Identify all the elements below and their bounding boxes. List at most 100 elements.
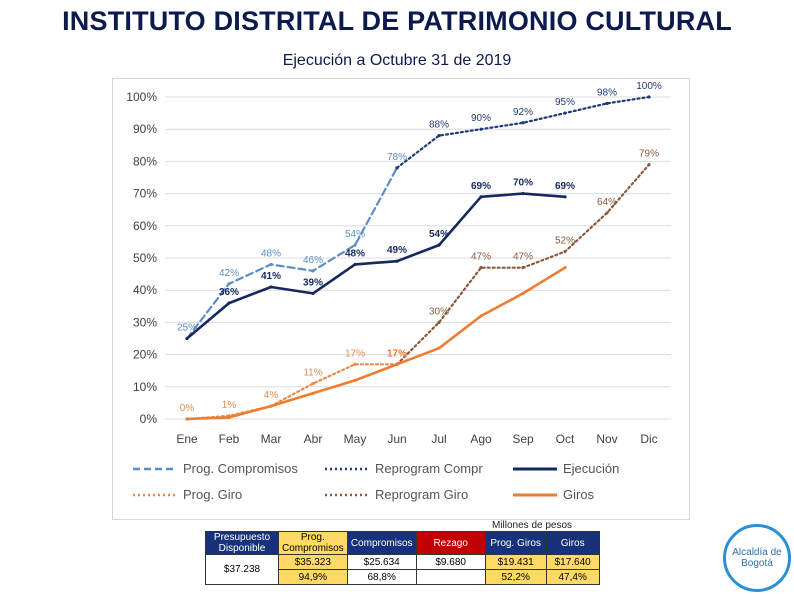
- x-tick-label: Ago: [470, 432, 492, 446]
- series-line-prog_giro: [185, 363, 399, 421]
- legend-label-giros: Giros: [563, 487, 595, 502]
- data-point-reprogram_giro: [647, 163, 651, 167]
- data-label-reprogram_compr: 88%: [429, 120, 449, 131]
- data-point-giros: [269, 404, 273, 408]
- data-point-reprogram_compr: [395, 166, 399, 170]
- series-line-prog_compromisos: [185, 166, 399, 340]
- x-tick-label: Feb: [219, 432, 240, 446]
- data-label-prog_compromisos: 48%: [261, 248, 281, 259]
- cell-prog-compromisos-pct: 94,9%: [278, 569, 348, 585]
- series-line-ejecucion: [185, 192, 567, 340]
- data-point-giros: [479, 314, 483, 318]
- legend-label-prog_giro: Prog. Giro: [183, 487, 242, 502]
- legend-label-prog_compromisos: Prog. Compromisos: [183, 461, 298, 476]
- data-point-giros: [395, 362, 399, 366]
- data-point-reprogram_compr: [521, 121, 525, 125]
- x-tick-label: Dic: [640, 432, 657, 446]
- y-tick-label: 80%: [133, 154, 157, 168]
- data-point-giros: [185, 417, 189, 421]
- y-tick-label: 60%: [133, 219, 157, 233]
- cell-compromisos-value: $25.634: [346, 554, 417, 570]
- data-point-ejecucion: [479, 195, 483, 199]
- alcaldia-bogota-logo: Alcaldía de Bogotá: [723, 524, 791, 592]
- legend-label-reprogram_compr: Reprogram Compr: [375, 461, 483, 476]
- header-giros: Giros: [545, 531, 600, 555]
- header-prog-giros: Prog. Giros: [484, 531, 547, 555]
- y-tick-label: 100%: [126, 90, 157, 104]
- x-tick-label: Mar: [261, 432, 282, 446]
- logo-text-line1: Alcaldía de: [732, 547, 782, 558]
- data-point-prog_compromisos: [269, 262, 273, 267]
- data-label-prog_compromisos: 42%: [219, 268, 239, 279]
- data-label-reprogram_giro: 64%: [597, 197, 617, 208]
- data-point-ejecucion: [269, 285, 273, 289]
- data-point-giros: [437, 346, 441, 350]
- chart-frame: 0% 10% 20% 30% 40% 50% 60% 70% 80% 90% 100% Ene Feb…: [112, 78, 690, 520]
- cell-giros-pct: 47,4%: [545, 569, 600, 585]
- data-point-reprogram_giro: [437, 320, 441, 324]
- page-subtitle: Ejecución a Octubre 31 de 2019: [282, 52, 512, 69]
- data-label-reprogram_compr: 90%: [471, 113, 491, 124]
- series-line-giros: [185, 266, 567, 421]
- data-label-prog_giro: 0%: [180, 403, 195, 414]
- data-label-prog_giro: 11%: [303, 368, 322, 379]
- data-point-giros: [311, 391, 315, 395]
- data-label-prog_giro: 1%: [222, 400, 237, 411]
- data-point-ejecucion: [563, 195, 567, 199]
- x-tick-label: Ene: [176, 432, 198, 446]
- y-tick-label: 10%: [133, 380, 157, 394]
- header-prog-compromisos: Prog. Compromisos: [278, 531, 348, 555]
- data-point-ejecucion: [185, 336, 189, 341]
- cell-rezago-value: $9.680: [415, 554, 486, 570]
- data-label-ejecucion: 49%: [387, 245, 407, 256]
- data-label-reprogram_giro: 47%: [471, 252, 491, 263]
- data-point-giros: [563, 266, 567, 270]
- data-point-reprogram_compr: [563, 111, 567, 115]
- data-label-prog_compromisos: 54%: [345, 229, 365, 240]
- header-compromisos: Compromisos: [346, 531, 417, 555]
- data-label-ejecucion: 69%: [555, 181, 575, 192]
- x-tick-label: Jun: [387, 432, 406, 446]
- data-label-reprogram_giro: 79%: [639, 149, 659, 160]
- cell-compromisos-pct: 68,8%: [346, 569, 417, 585]
- y-tick-label: 90%: [133, 122, 157, 136]
- data-point-reprogram_giro: [563, 249, 567, 254]
- y-tick-label: 20%: [133, 348, 157, 362]
- data-point-prog_compromisos: [311, 269, 315, 273]
- data-label-ejecucion: 54%: [429, 229, 449, 240]
- data-label-ejecucion: 69%: [471, 181, 491, 192]
- data-point-ejecucion: [437, 243, 441, 247]
- x-tick-label: May: [344, 432, 367, 446]
- data-point-prog_compromisos: [353, 243, 357, 247]
- y-tick-label: 40%: [133, 283, 157, 297]
- data-label-prog_compromisos: 46%: [303, 255, 323, 266]
- data-point-ejecucion: [353, 262, 357, 267]
- data-label-prog_giro: 17%: [387, 348, 407, 359]
- data-label-ejecucion: 70%: [513, 178, 533, 189]
- data-point-giros: [353, 378, 357, 382]
- data-point-giros: [521, 291, 525, 296]
- x-tick-label: Abr: [304, 432, 323, 446]
- cell-prog-compromisos-value: $35.323: [278, 554, 348, 570]
- data-label-reprogram_giro: 52%: [555, 236, 575, 247]
- data-label-reprogram_compr: 100%: [636, 81, 662, 92]
- logo-text-line2: Bogotá: [741, 558, 773, 569]
- data-point-reprogram_giro: [479, 266, 483, 270]
- data-point-prog_giro: [353, 362, 357, 366]
- data-label-ejecucion: 41%: [261, 271, 281, 282]
- summary-values-row: $37.238 $35.323 $25.634 $9.680 $19.431 $…: [205, 554, 600, 585]
- y-tick-label: 50%: [133, 251, 157, 265]
- cell-rezago-pct: [415, 569, 486, 585]
- units-note: Millones de pesos: [492, 520, 573, 531]
- data-point-ejecucion: [395, 259, 399, 263]
- data-point-reprogram_compr: [479, 127, 483, 131]
- header-rezago: Rezago: [415, 531, 486, 555]
- cell-prog-giros-value: $19.431: [484, 554, 547, 570]
- y-tick-label: 70%: [133, 187, 157, 201]
- data-point-reprogram_giro: [605, 211, 609, 215]
- data-label-giros: 17%: [387, 348, 407, 359]
- data-label-ejecucion: 36%: [219, 287, 239, 298]
- data-label-prog_giro: 17%: [345, 348, 365, 359]
- x-tick-label: Oct: [556, 432, 575, 446]
- data-point-ejecucion: [227, 301, 231, 305]
